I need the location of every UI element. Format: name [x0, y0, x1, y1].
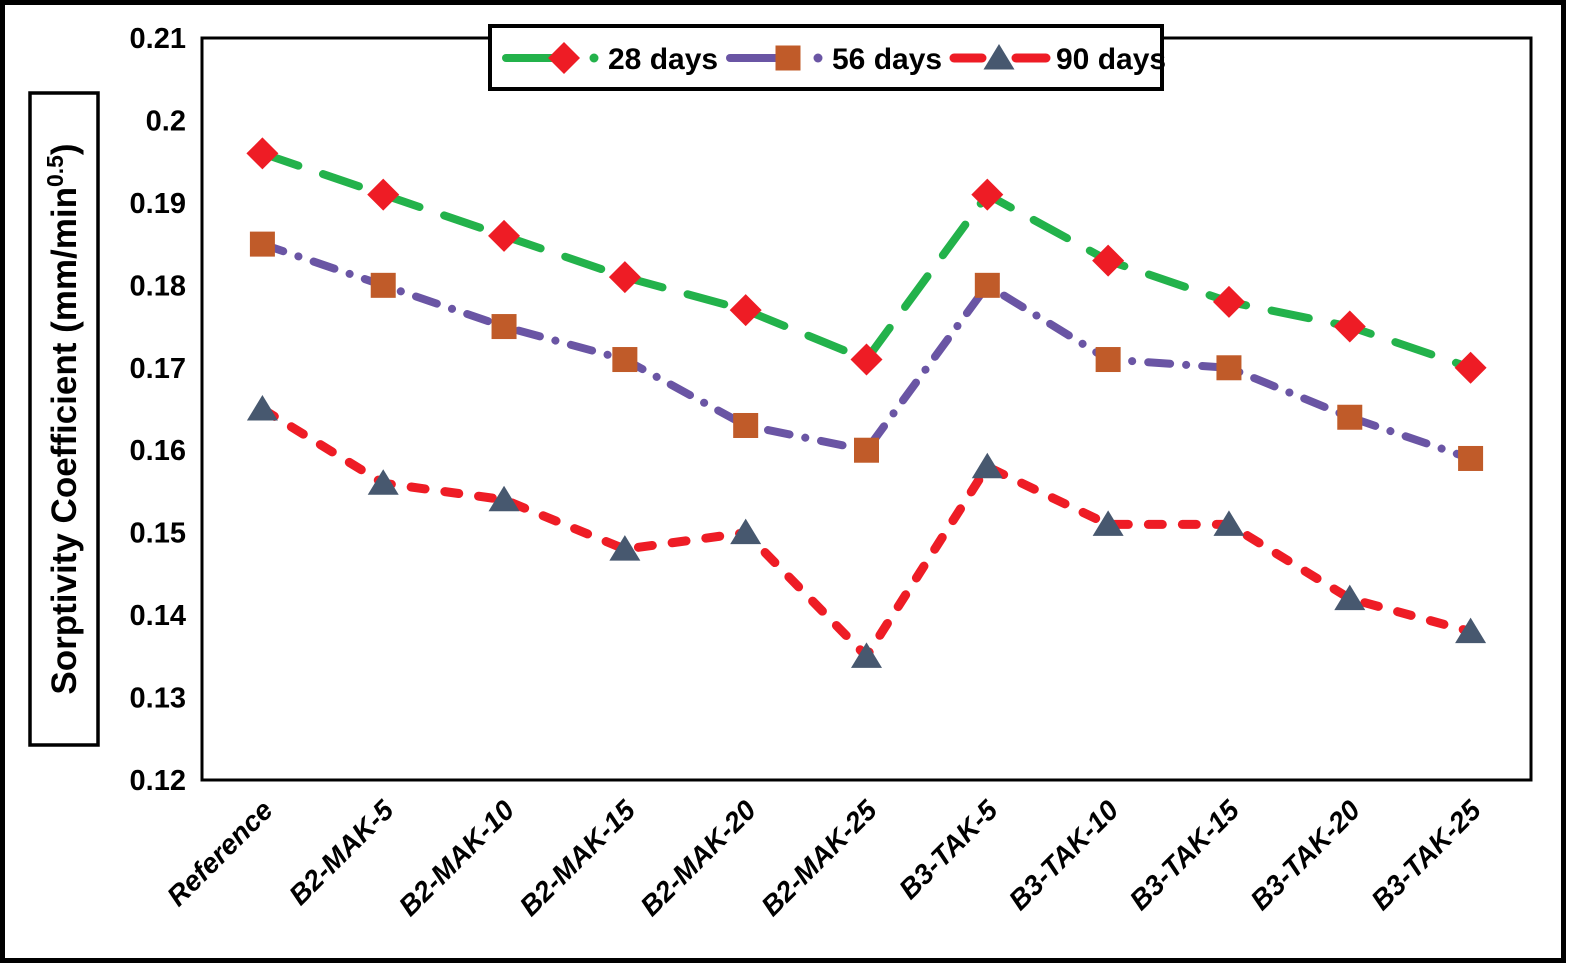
- series-28-days-diamond-marker: [729, 294, 762, 327]
- series-56-days-square-marker: [1216, 355, 1242, 381]
- series-28-days-diamond-marker: [971, 178, 1004, 211]
- series-56-days-square-marker: [249, 231, 275, 257]
- series-56-days-square-marker: [491, 314, 517, 340]
- series-56-days-square-marker: [974, 272, 1000, 298]
- series-90-days-triangle-marker: [1334, 584, 1366, 611]
- series-56-days-square-marker: [1095, 347, 1121, 373]
- y-tick-label: 0.2: [146, 105, 186, 137]
- series-90-days-triangle-marker: [1213, 510, 1245, 536]
- series-28-days-diamond-marker: [367, 178, 400, 211]
- legend-entry-56-days-dot-sample: [813, 53, 823, 63]
- plot-area: [200, 36, 1533, 782]
- series-56-days-square-marker: [1337, 404, 1363, 430]
- series-28-days-diamond-marker: [1333, 310, 1366, 343]
- series-28-days-diamond-marker: [246, 137, 279, 170]
- series-28-days-diamond-marker: [608, 261, 641, 294]
- legend-entry-90-days-label: 90 days: [1056, 43, 1166, 76]
- series-90-days-triangle-marker: [1455, 617, 1487, 644]
- series-28-days-diamond-marker: [850, 343, 883, 376]
- series-90-days-triangle-marker: [488, 485, 520, 512]
- series-90-days-triangle-marker: [609, 535, 641, 561]
- series-90-days-triangle-marker: [851, 642, 882, 668]
- series-90-days-triangle-marker: [971, 452, 1003, 479]
- legend-entry-56-days-label: 56 days: [832, 43, 942, 76]
- y-tick-label: 0.13: [130, 683, 186, 715]
- legend-entry-28-days-dot-sample: [589, 53, 599, 63]
- series-56-days-square-marker: [1458, 445, 1484, 471]
- series-56-days-square-marker: [612, 347, 638, 373]
- series-56-days-square-marker: [733, 412, 759, 438]
- series-90-days-triangle-marker: [730, 518, 762, 545]
- y-tick-label: 0.16: [130, 435, 186, 467]
- legend-entry-90-days-triangle-marker: [983, 44, 1015, 70]
- series-90-days-triangle-marker: [1092, 510, 1124, 536]
- y-axis-title: Sorptivity Coefficient (mm/min0.5): [42, 143, 84, 694]
- y-tick-label: 0.12: [130, 765, 186, 797]
- y-tick-label: 0.15: [130, 518, 186, 550]
- y-axis-title-box: [28, 91, 100, 747]
- series-28-days-diamond-marker: [1212, 285, 1245, 318]
- series-56-days-line: [258, 240, 1475, 463]
- y-tick-label: 0.18: [130, 270, 186, 302]
- legend-entry-56-days-square-marker: [775, 45, 801, 71]
- legend-entry-28-days-diamond-marker: [548, 42, 580, 74]
- legend-entry-28-days-label: 28 days: [608, 43, 718, 76]
- series-90-days-triangle-marker: [367, 469, 399, 495]
- y-tick-label: 0.14: [130, 600, 186, 632]
- series-28-days-diamond-marker: [1092, 244, 1125, 277]
- series-56-days-square-marker: [370, 272, 396, 298]
- series-28-days-diamond-marker: [488, 219, 521, 252]
- y-tick-label: 0.17: [130, 353, 186, 385]
- series-90-days-triangle-marker: [246, 395, 278, 421]
- y-tick-label: 0.21: [130, 23, 186, 55]
- y-tick-label: 0.19: [130, 188, 186, 220]
- series-28-days-diamond-marker: [1454, 351, 1487, 384]
- series-56-days-square-marker: [854, 437, 879, 463]
